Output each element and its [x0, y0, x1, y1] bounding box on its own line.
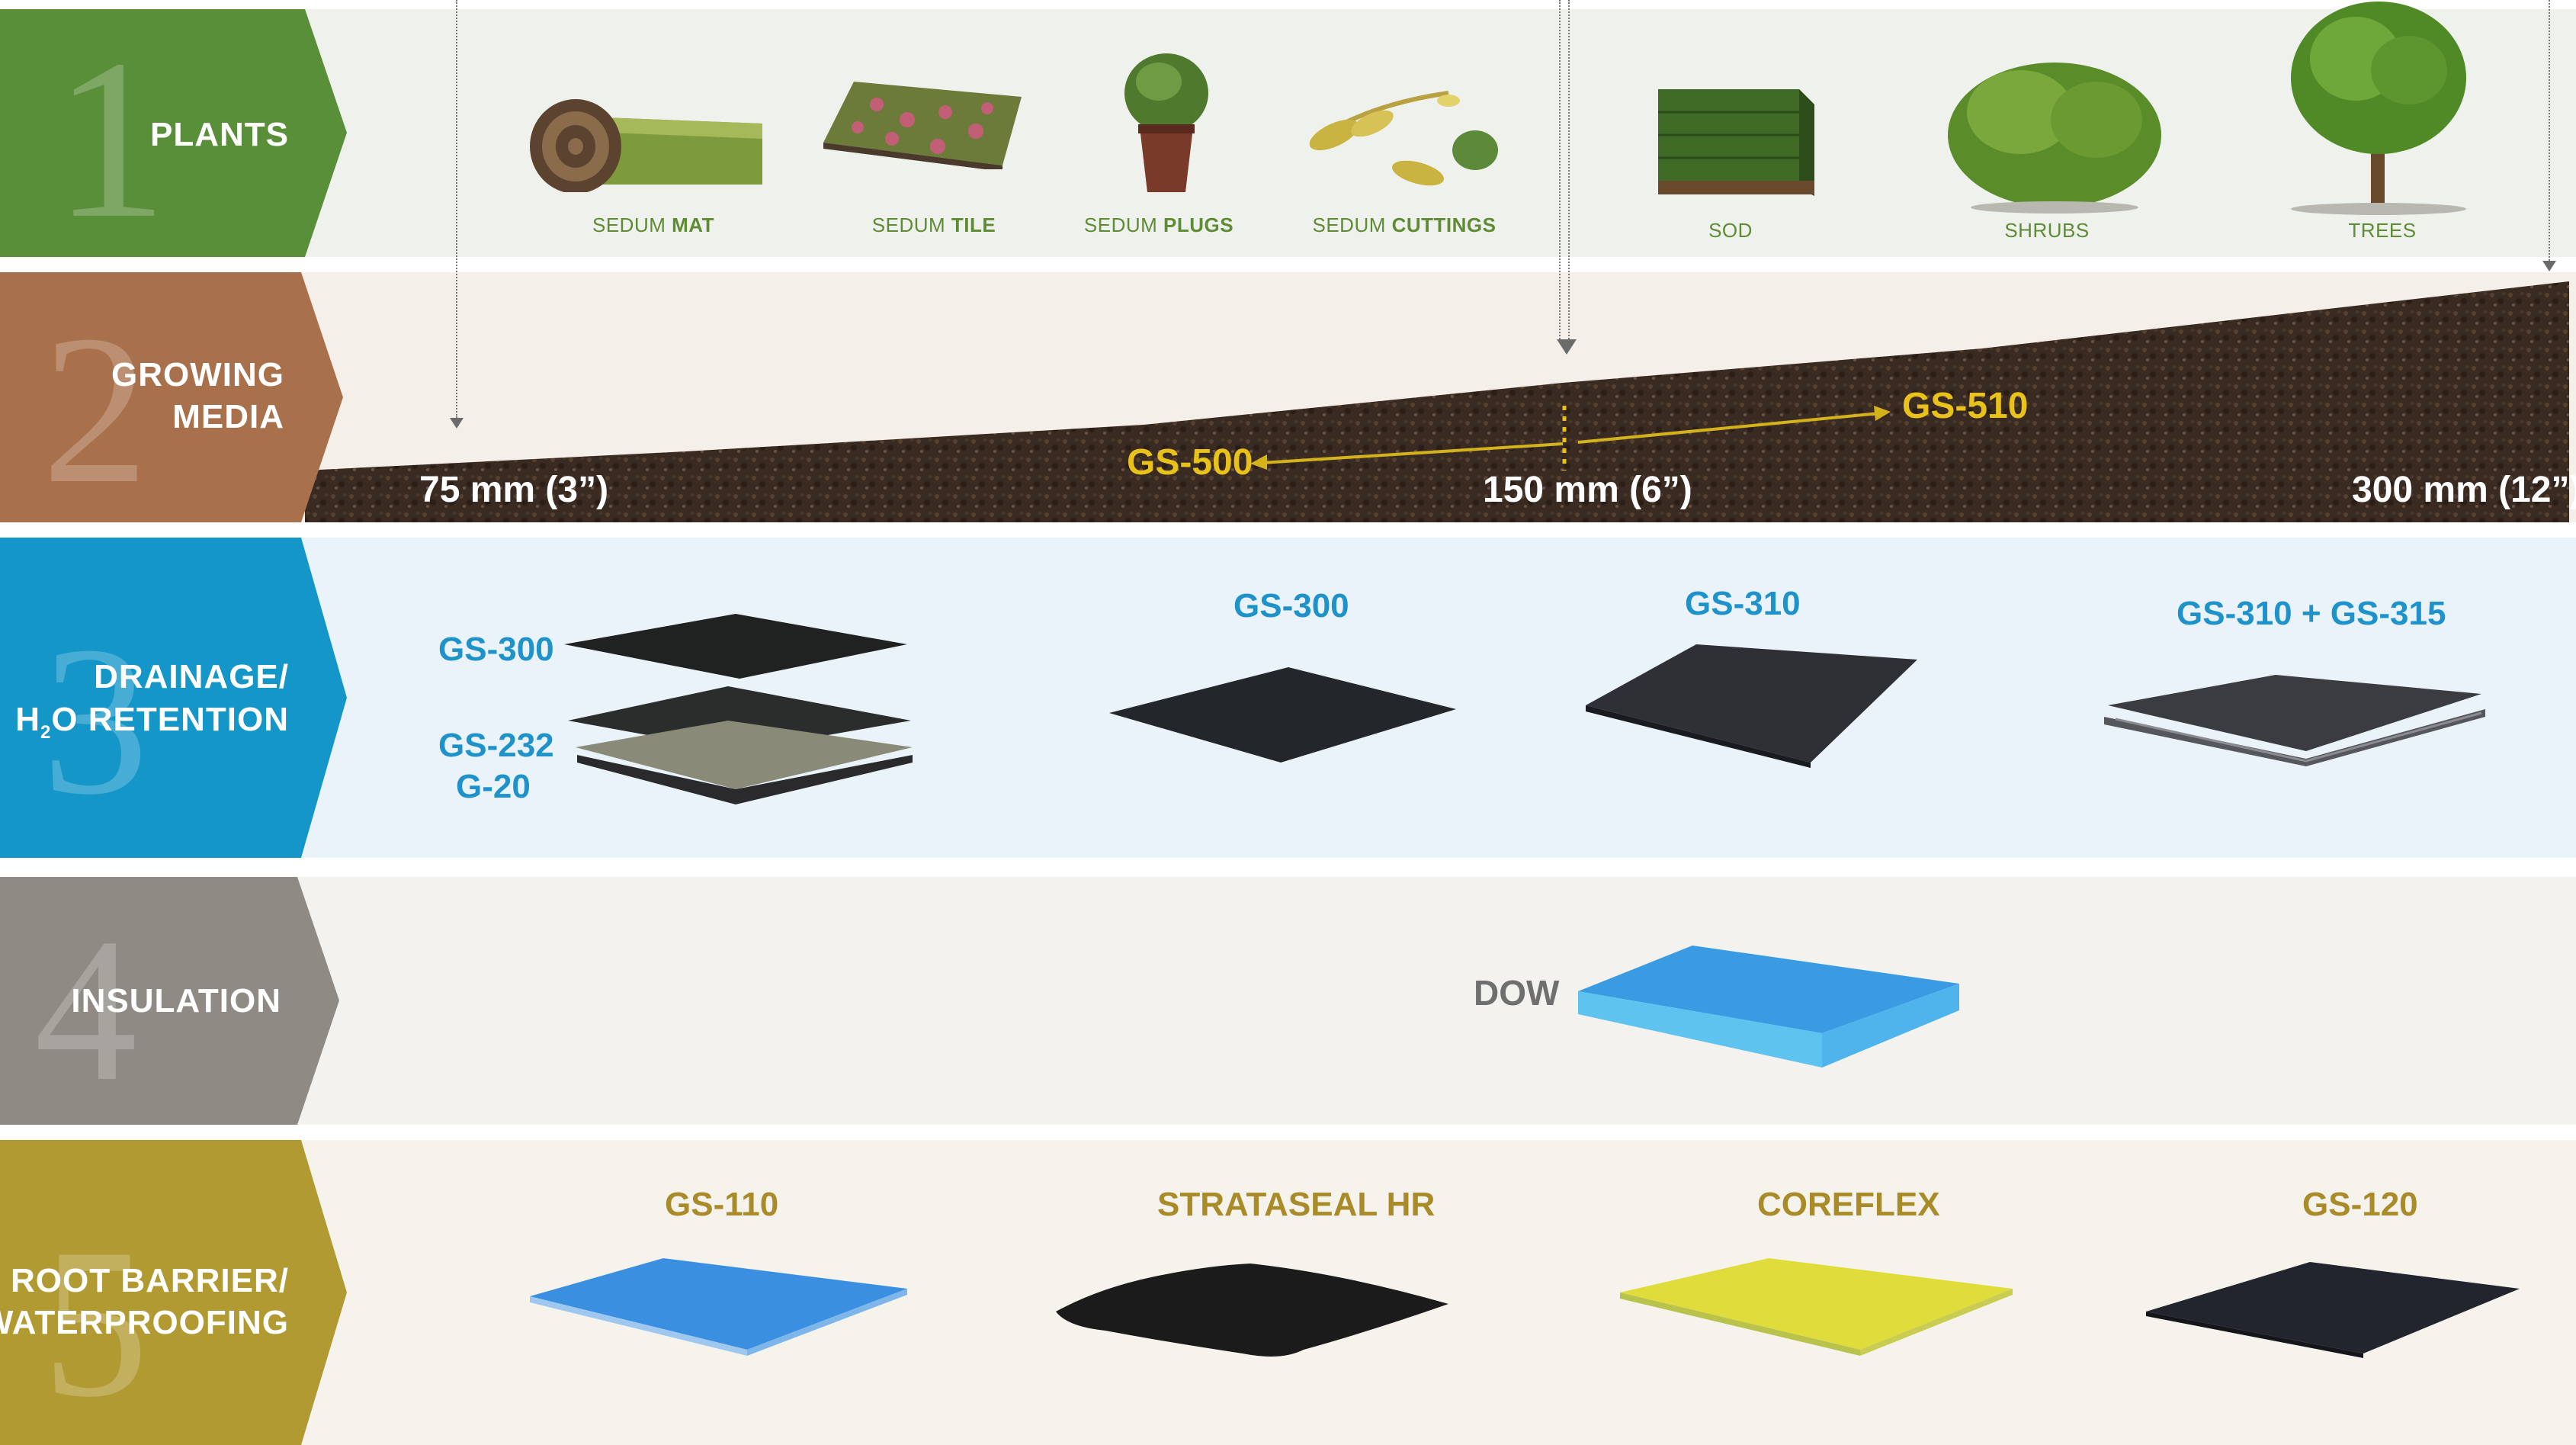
layer-number: 1	[53, 12, 168, 265]
membrane-gs-120	[2146, 1262, 2520, 1358]
layer-row-drainage: 3 DRAINAGE/ H2O RETENTION GS-300 GS-232 …	[0, 538, 2576, 858]
layer-number: 4	[34, 896, 137, 1124]
sedum-mat-icon	[530, 99, 762, 192]
plant-caption-sod: SOD	[1708, 219, 1753, 242]
depth-guide-300mm	[2549, 0, 2550, 261]
membrane-gs-110	[530, 1258, 907, 1356]
layer-number: 2	[42, 291, 149, 528]
sedum-tile-icon	[823, 82, 1022, 169]
product-label-coreflex: COREFLEX	[1757, 1186, 1940, 1223]
layer-label-line-1: GROWING	[111, 356, 284, 393]
layer-label-line-2: H2O RETENTION	[15, 701, 289, 743]
layer-tag-root-barrier	[0, 1140, 347, 1445]
product-label-gs-310-gs-315: GS-310 + GS-315	[2177, 595, 2446, 632]
product-sheet-gs-300	[1109, 667, 1456, 763]
stack-label-g-20: G-20	[456, 768, 531, 805]
sedum-cuttings-icon	[1309, 91, 1498, 186]
product-sheet-gs-310	[1586, 644, 1917, 768]
layer-tag-plants	[0, 9, 347, 257]
layer-number: 3	[42, 602, 149, 839]
plant-caption-trees: TREES	[2348, 219, 2417, 242]
layer-row-plants: 1 PLANTS	[0, 2, 2576, 265]
membrane-strataseal-hr	[1056, 1264, 1448, 1357]
stack-label-gs-300: GS-300	[438, 631, 554, 668]
plant-caption-sedum-cuttings: SEDUM CUTTINGS	[1312, 214, 1497, 236]
depth-guide-300mm-arrow	[2542, 261, 2556, 271]
membrane-coreflex	[1620, 1258, 2013, 1356]
layer-tag-growing-media	[0, 272, 343, 522]
depth-guide-150mm-arrow	[1557, 339, 1577, 355]
layer-label-line-1: DRAINAGE/	[94, 658, 289, 695]
depth-guide-150mm-b	[1568, 0, 1570, 339]
depth-arrows	[1250, 406, 1891, 470]
depth-guide-75mm-arrow	[450, 418, 464, 429]
depth-label-min: 75 mm (3”)	[419, 470, 609, 510]
depth-guide-150mm	[1559, 0, 1561, 339]
sedum-plug-icon	[1124, 53, 1208, 192]
plant-caption-sedum-plugs: SEDUM PLUGS	[1083, 214, 1234, 236]
row-background	[0, 9, 2576, 257]
depth-label-max: 300 mm (12”)	[2352, 470, 2576, 510]
row-background	[0, 877, 2576, 1125]
depth-guide-75mm	[456, 0, 457, 418]
layer-row-root-barrier: 5 ROOT BARRIER/ WATERPROOFING GS-110 STR…	[0, 1140, 2576, 1445]
shrub-icon	[1948, 63, 2161, 214]
product-label-gs-310: GS-310	[1685, 585, 1801, 622]
layer-row-insulation: 4 INSULATION DOW	[0, 877, 2576, 1125]
product-sheet-gs-310-gs-315	[2104, 675, 2485, 766]
layer-label-line-2: WATERPROOFING	[0, 1304, 289, 1341]
product-label-strataseal-hr: STRATASEAL HR	[1157, 1186, 1436, 1223]
stack-label-gs-232: GS-232	[438, 727, 554, 764]
layer-tag-insulation	[0, 877, 339, 1125]
layer-label-line-1: ROOT BARRIER/	[11, 1262, 289, 1299]
plant-caption-sedum-mat: SEDUM MAT	[592, 214, 715, 236]
product-label-gs-120: GS-120	[2302, 1186, 2418, 1223]
layer-tag-drainage	[0, 538, 347, 858]
tree-icon	[2291, 2, 2466, 215]
product-gs-500: GS-500	[1127, 442, 1253, 483]
depth-label-mid: 150 mm (6”)	[1483, 470, 1692, 510]
product-label-gs-110: GS-110	[665, 1186, 779, 1223]
layer-label: PLANTS	[150, 116, 289, 153]
sod-icon	[1658, 89, 1814, 196]
layer-label: INSULATION	[71, 982, 281, 1020]
layer-label-line-2: MEDIA	[172, 398, 284, 435]
product-gs-510: GS-510	[1902, 386, 2029, 426]
product-label-gs-300: GS-300	[1233, 587, 1349, 625]
plant-caption-sedum-tile: SEDUM TILE	[871, 214, 996, 236]
layer-number: 5	[42, 1204, 149, 1441]
layer-row-growing-media: 2 GROWING MEDIA 75 mm (3”) 150 mm (6”) 3…	[0, 272, 2576, 522]
plant-caption-shrubs: SHRUBS	[2004, 219, 2090, 242]
product-label-dow: DOW	[1474, 973, 1560, 1013]
h2o-subscript: 2	[40, 721, 52, 743]
drainage-stack-sheets	[564, 614, 913, 804]
soil-slope	[305, 281, 2569, 522]
insulation-board-dow	[1578, 946, 1959, 1068]
